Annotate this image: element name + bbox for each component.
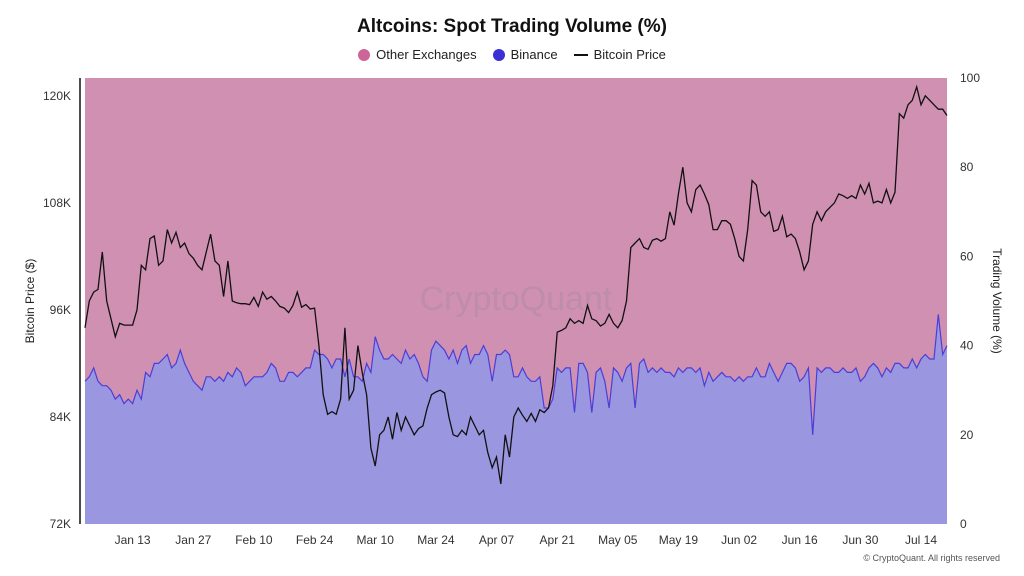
legend-item-bitcoin-price[interactable]: Bitcoin Price (573, 47, 666, 62)
x-tick-label: Apr 21 (540, 533, 576, 547)
left-tick-label: 96K (50, 303, 71, 317)
x-tick-label: Apr 07 (479, 533, 515, 547)
legend-swatch-binance (492, 48, 505, 61)
chart-title: Altcoins: Spot Trading Volume (%) (357, 16, 667, 37)
right-tick-label: 60 (960, 249, 974, 263)
legend-label-binance: Binance (510, 47, 558, 62)
x-tick-label: Mar 10 (357, 533, 395, 547)
right-tick-label: 0 (960, 517, 967, 531)
x-tick-label: Jun 16 (782, 533, 818, 547)
x-tick-label: Jan 27 (175, 533, 211, 547)
left-tick-label: 120K (43, 89, 71, 103)
legend-swatch-bitcoin-price (573, 53, 588, 56)
right-tick-label: 80 (960, 160, 974, 174)
copyright-credit: © CryptoQuant. All rights reserved (863, 553, 1000, 563)
chart-legend: Other Exchanges Binance Bitcoin Price (0, 47, 1024, 62)
right-tick-label: 40 (960, 339, 974, 353)
x-tick-label: May 19 (659, 533, 699, 547)
watermark: CryptoQuant (420, 280, 613, 318)
right-axis-ticks: 0 20 40 60 80 100 (960, 71, 980, 531)
x-tick-label: Jun 02 (721, 533, 757, 547)
legend-label-other-exchanges: Other Exchanges (376, 47, 477, 62)
binance-area (85, 314, 947, 524)
x-tick-label: Jul 14 (905, 533, 937, 547)
legend-item-binance[interactable]: Binance (492, 47, 558, 62)
legend-label-bitcoin-price: Bitcoin Price (593, 47, 666, 62)
right-axis-title: Trading Volume (%) (990, 248, 1004, 354)
x-tick-label: Feb 10 (235, 533, 273, 547)
right-tick-label: 20 (960, 428, 974, 442)
bitcoin-price-line (84, 84, 948, 485)
left-tick-label: 72K (50, 517, 71, 531)
x-tick-label: Jan 13 (115, 533, 151, 547)
x-tick-label: Mar 24 (417, 533, 455, 547)
left-tick-label: 108K (43, 196, 71, 210)
left-tick-label: 84K (50, 410, 71, 424)
x-tick-label: Feb 24 (296, 533, 334, 547)
binance-line (84, 314, 948, 435)
right-tick-label: 100 (960, 71, 980, 85)
left-axis-ticks: 72K 84K 96K 108K 120K (43, 89, 71, 531)
x-axis-ticks: Jan 13 Jan 27 Feb 10 Feb 24 Mar 10 Mar 24 Apr … (115, 533, 938, 547)
left-axis-title: Bitcoin Price ($) (23, 259, 37, 344)
legend-item-other-exchanges[interactable]: Other Exchanges (358, 47, 477, 62)
legend-swatch-other-exchanges (358, 48, 371, 61)
x-tick-label: Jun 30 (842, 533, 878, 547)
x-tick-label: May 05 (598, 533, 638, 547)
